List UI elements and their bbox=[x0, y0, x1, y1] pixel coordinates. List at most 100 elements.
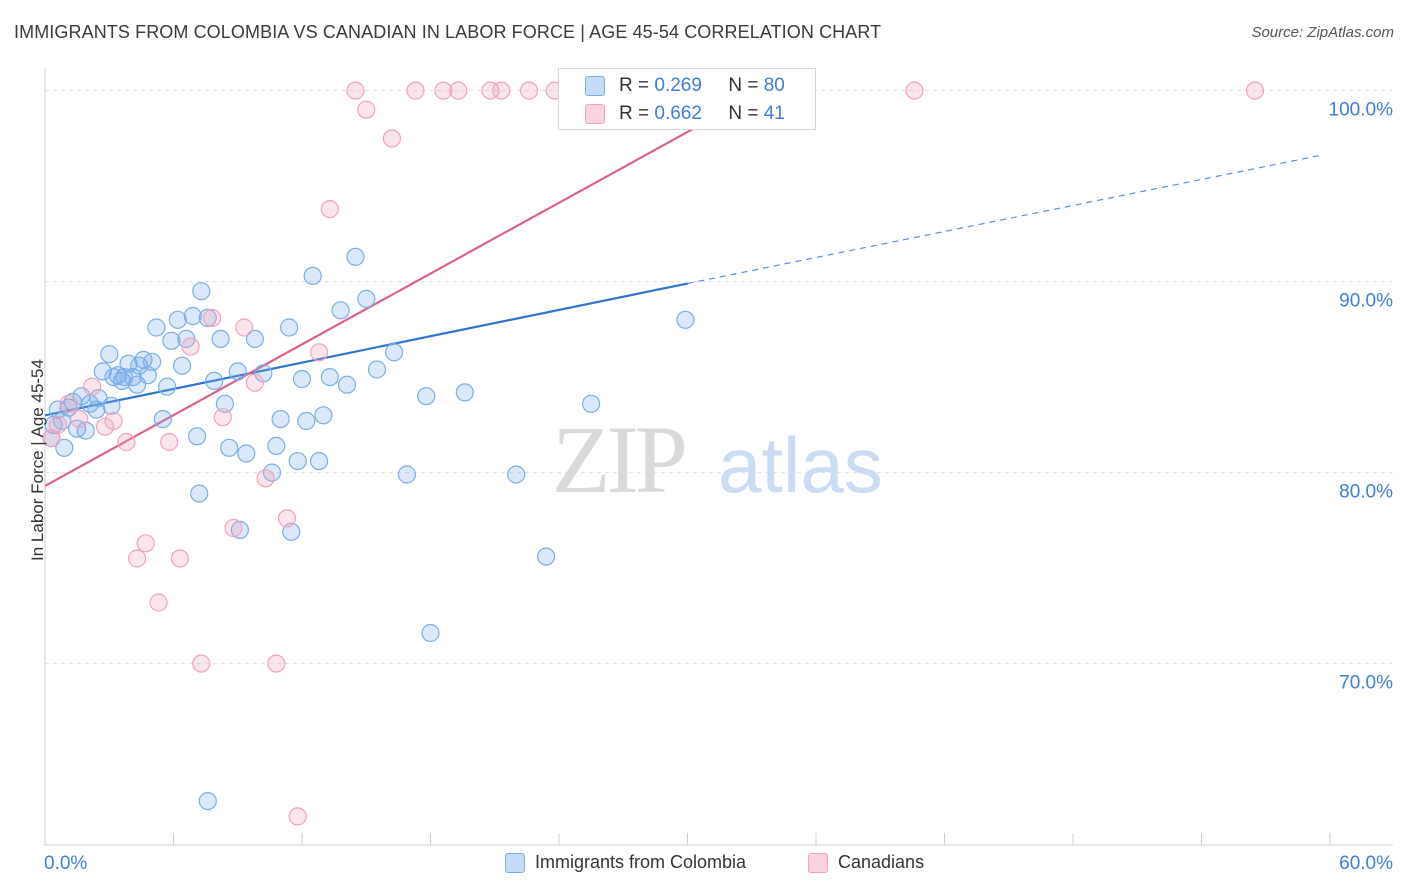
point-colombia bbox=[190, 484, 209, 503]
point-canadians bbox=[160, 432, 179, 452]
point-canadians bbox=[245, 373, 264, 392]
point-colombia bbox=[205, 371, 224, 390]
point-colombia bbox=[215, 394, 234, 413]
n-label: N = bbox=[728, 75, 759, 96]
point-canadians bbox=[149, 593, 168, 612]
point-colombia bbox=[147, 318, 166, 337]
point-canadians bbox=[382, 129, 401, 148]
point-colombia bbox=[331, 301, 350, 320]
point-colombia bbox=[220, 438, 239, 457]
point-colombia bbox=[507, 465, 526, 484]
point-canadians bbox=[136, 534, 155, 553]
legend-label-canadians: Canadians bbox=[838, 852, 925, 872]
point-canadians bbox=[192, 654, 211, 673]
point-canadians bbox=[48, 415, 68, 434]
point-canadians bbox=[277, 509, 297, 528]
point-colombia bbox=[267, 436, 286, 455]
y-tick-label: 100.0% bbox=[1329, 100, 1394, 121]
trend-line-extension bbox=[687, 154, 1320, 285]
point-colombia bbox=[158, 377, 177, 396]
point-colombia bbox=[230, 520, 249, 540]
point-colombia bbox=[288, 452, 307, 471]
point-colombia bbox=[314, 406, 333, 425]
point-colombia bbox=[168, 310, 187, 329]
y-tick-label: 70.0% bbox=[1339, 673, 1393, 694]
point-canadians bbox=[256, 469, 275, 488]
point-colombia bbox=[271, 410, 290, 429]
point-colombia bbox=[245, 329, 264, 348]
r-value: 0.662 bbox=[654, 103, 702, 124]
r-label: R = bbox=[619, 75, 650, 96]
point-canadians bbox=[406, 81, 425, 100]
r-label: R = bbox=[619, 103, 650, 124]
point-colombia bbox=[192, 282, 211, 301]
point-colombia bbox=[173, 356, 192, 375]
legend-swatch-blue bbox=[505, 852, 525, 873]
trend-line-colombia bbox=[44, 282, 688, 417]
point-canadians bbox=[70, 410, 89, 429]
point-canadians bbox=[357, 100, 376, 119]
point-colombia bbox=[237, 444, 256, 463]
point-colombia bbox=[198, 308, 217, 327]
point-canadians bbox=[82, 377, 102, 396]
point-colombia bbox=[536, 547, 556, 566]
n-value: 80 bbox=[763, 75, 785, 96]
point-colombia bbox=[162, 331, 181, 350]
watermark-zip: ZIP bbox=[552, 406, 685, 513]
legend-label-colombia: Immigrants from Colombia bbox=[535, 852, 747, 872]
point-canadians bbox=[310, 343, 329, 362]
point-canadians bbox=[346, 81, 365, 100]
x-tick-label-right: 60.0% bbox=[1339, 853, 1393, 874]
chart-title: IMMIGRANTS FROM COLOMBIA VS CANADIAN IN … bbox=[14, 22, 882, 42]
point-colombia bbox=[581, 394, 601, 413]
r-value: 0.269 bbox=[654, 75, 702, 96]
point-canadians bbox=[905, 81, 924, 100]
point-colombia bbox=[87, 400, 106, 419]
point-colombia bbox=[346, 247, 365, 266]
point-colombia bbox=[310, 452, 329, 471]
point-colombia bbox=[100, 345, 119, 364]
point-canadians bbox=[224, 518, 243, 538]
legend-item-colombia[interactable]: Immigrants from Colombia bbox=[505, 852, 746, 873]
point-canadians bbox=[267, 654, 286, 673]
point-colombia bbox=[198, 791, 217, 811]
n-value: 41 bbox=[763, 103, 785, 124]
point-colombia bbox=[93, 362, 112, 381]
point-canadians bbox=[449, 81, 468, 100]
stats-swatch-blue bbox=[585, 76, 605, 96]
legend-item-canadians[interactable]: Canadians bbox=[808, 852, 924, 873]
point-canadians bbox=[492, 81, 511, 100]
y-axis-label: In Labor Force | Age 45-54 bbox=[28, 359, 47, 561]
bottom-legend: Immigrants from Colombia Canadians bbox=[0, 852, 1406, 878]
y-tick-label: 90.0% bbox=[1339, 291, 1393, 312]
point-canadians bbox=[235, 318, 254, 337]
point-canadians bbox=[288, 807, 307, 826]
point-canadians bbox=[481, 81, 500, 100]
source-label: Source: ZipAtlas.com bbox=[1251, 24, 1394, 41]
point-canadians bbox=[1245, 81, 1265, 100]
point-canadians bbox=[519, 81, 539, 100]
stats-row-colombia: R = 0.269 N = 80 bbox=[585, 73, 785, 99]
point-colombia bbox=[183, 306, 202, 326]
point-canadians bbox=[320, 200, 339, 219]
legend-swatch-pink bbox=[808, 852, 828, 873]
y-tick-labels: 100.0% 90.0% 80.0% 70.0% bbox=[1329, 100, 1394, 694]
point-canadians bbox=[434, 81, 453, 100]
point-canadians bbox=[104, 411, 123, 431]
point-canadians bbox=[117, 432, 136, 452]
trend-lines bbox=[44, 89, 1320, 487]
point-colombia bbox=[421, 623, 440, 643]
grid-lines bbox=[45, 90, 1394, 665]
point-colombia bbox=[292, 369, 312, 389]
point-colombia bbox=[188, 427, 207, 446]
point-colombia bbox=[320, 368, 339, 387]
point-colombia bbox=[280, 318, 299, 337]
point-canadians bbox=[181, 337, 200, 356]
point-colombia bbox=[357, 289, 376, 308]
point-colombia bbox=[303, 266, 322, 285]
point-colombia bbox=[397, 465, 416, 484]
watermark-atlas: atlas bbox=[718, 421, 883, 509]
x-tick-label-left: 0.0% bbox=[44, 853, 87, 874]
point-colombia bbox=[455, 383, 474, 402]
